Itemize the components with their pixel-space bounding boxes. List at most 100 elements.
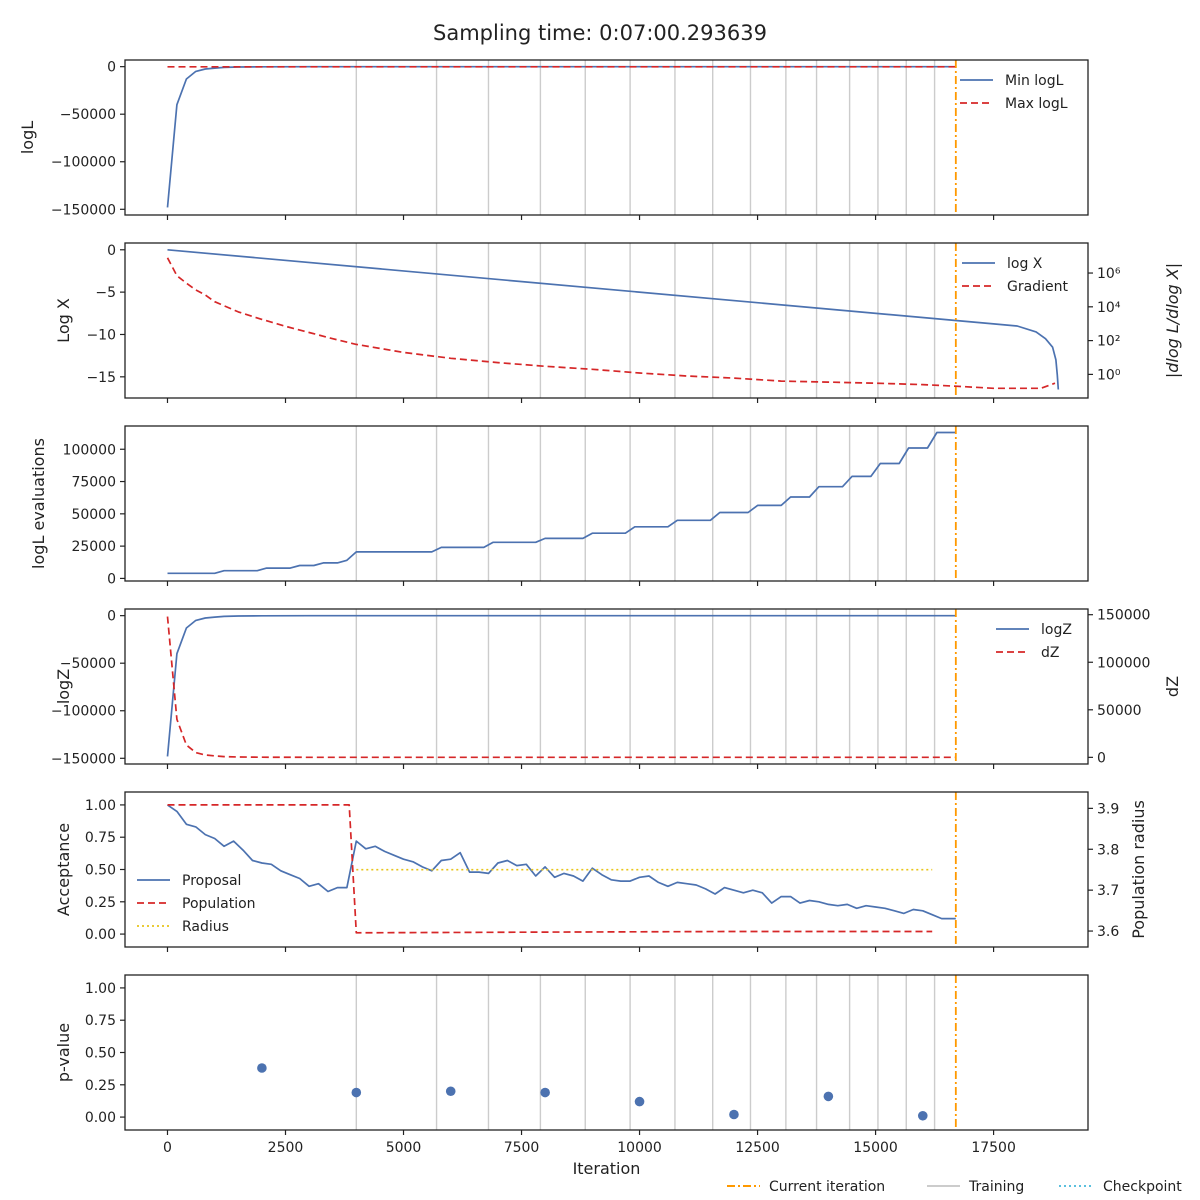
y2-tick-label: 3.6 <box>1097 924 1119 940</box>
y-tick-label: 0.75 <box>85 830 116 846</box>
data-point <box>445 1086 456 1097</box>
y-axis-label: Acceptance <box>54 823 73 916</box>
x-tick-label: 0 <box>163 1140 172 1156</box>
series-gradient-line <box>166 257 1056 390</box>
y2-tick-label: 150000 <box>1097 608 1150 624</box>
y-tick-label: 0.75 <box>85 1013 116 1029</box>
panel-2: 0 −5 −10 −15 10⁰ 10² 10⁴ 10⁶ Log X |dlog L/dlog X… <box>54 242 1182 403</box>
panel-legend: Min logL Max logL <box>960 73 1068 112</box>
legend-label: Population <box>182 896 256 912</box>
y2-axis-label: dZ <box>1163 676 1182 697</box>
y-tick-label: −100000 <box>51 704 116 720</box>
figure-title: Sampling time: 0:07:00.293639 <box>433 21 767 45</box>
axes-frame <box>124 425 1089 582</box>
panel-3: 0 25000 50000 75000 100000 logL evaluations <box>29 425 1089 587</box>
legend-label: Gradient <box>1007 279 1068 295</box>
axes-frame <box>124 59 1089 216</box>
legend-checkpoint-label: Checkpoint <box>1103 1179 1182 1195</box>
y-tick-label: 0 <box>107 243 116 259</box>
y-axis-label: p-value <box>54 1023 73 1082</box>
y2-tick-label: 10⁰ <box>1097 367 1121 383</box>
y2-tick-label: 100000 <box>1097 655 1150 671</box>
y2-axis-label: Population radius <box>1129 800 1148 939</box>
legend-label: logZ <box>1041 622 1072 638</box>
data-point <box>351 1087 362 1098</box>
legend-label: dZ <box>1041 645 1059 661</box>
series-log-x-line <box>167 248 1060 390</box>
panel-legend: Proposal Population Radius <box>137 873 256 935</box>
panel-1: 0 −50000 −100000 −150000 logL Min logL Max log… <box>18 59 1089 220</box>
y-tick-label: −15 <box>86 370 116 386</box>
y2-tick-label: 50000 <box>1097 703 1142 719</box>
y-tick-label: 0.25 <box>85 895 116 911</box>
y2-tick-label: 10⁶ <box>1097 266 1121 282</box>
data-point <box>257 1063 267 1073</box>
legend-label: Max logL <box>1005 96 1068 112</box>
legend-label: log X <box>1007 256 1043 272</box>
panel-legend: log X Gradient <box>962 256 1068 295</box>
y-tick-label: −100000 <box>51 155 116 171</box>
y-axis-label: logL <box>18 121 37 154</box>
x-tick-label: 15000 <box>853 1140 898 1156</box>
y-tick-label: 75000 <box>71 475 116 491</box>
y-axis-label: Log X <box>54 298 73 343</box>
y-tick-label: 100000 <box>63 442 116 458</box>
y-tick-label: 0.00 <box>85 927 116 943</box>
series-dz-line <box>166 616 956 759</box>
y-tick-label: 0 <box>107 571 116 587</box>
y-tick-label: −150000 <box>51 202 116 218</box>
y-tick-label: 0 <box>107 60 116 76</box>
y2-tick-label: 3.8 <box>1097 842 1119 858</box>
y2-tick-label: 10⁴ <box>1097 300 1121 316</box>
data-point <box>917 1110 928 1121</box>
y-tick-label: −50000 <box>60 107 116 123</box>
x-tick-label: 7500 <box>504 1140 540 1156</box>
legend-current-iteration-label: Current iteration <box>769 1179 885 1195</box>
y-tick-label: 25000 <box>71 539 116 555</box>
y-axis-label: logZ <box>54 669 73 704</box>
y-axis-label: logL evaluations <box>29 438 48 569</box>
y2-tick-label: 3.9 <box>1097 801 1119 817</box>
legend-label: Radius <box>182 919 229 935</box>
x-tick-label: 10000 <box>617 1140 662 1156</box>
y-tick-label: −150000 <box>51 751 116 767</box>
series-population-line <box>167 804 933 934</box>
series-logz-line <box>166 614 956 757</box>
y2-tick-label: 3.7 <box>1097 883 1119 899</box>
x-tick-label: 5000 <box>386 1140 422 1156</box>
data-point <box>540 1087 550 1098</box>
y-tick-label: 50000 <box>71 507 116 523</box>
y-tick-label: 0.00 <box>85 1110 116 1126</box>
y-tick-label: −5 <box>95 285 116 301</box>
figure-legend: Current iteration Training Checkpoint <box>727 1179 1182 1195</box>
panel-6: 0.00 0.25 0.50 0.75 1.00 0 2500 5000 7500 10000 12… <box>54 974 1089 1178</box>
y2-tick-label: 0 <box>1097 750 1106 766</box>
y-tick-label: 0.50 <box>85 863 116 879</box>
y-tick-label: 0 <box>107 609 116 625</box>
y-tick-label: −50000 <box>60 656 116 672</box>
axes-frame <box>124 242 1089 399</box>
y2-axis-label: |dlog L/dlog X| <box>1163 263 1182 378</box>
data-point <box>823 1091 834 1102</box>
x-axis-label: Iteration <box>573 1159 641 1178</box>
panel-legend: logZ dZ <box>996 622 1072 661</box>
legend-label: Proposal <box>182 873 241 889</box>
legend-training-label: Training <box>968 1179 1024 1195</box>
y-tick-label: 0.50 <box>85 1046 116 1062</box>
data-point <box>729 1109 739 1120</box>
y-tick-label: 1.00 <box>85 798 116 814</box>
series-series-line <box>167 431 956 575</box>
data-point <box>634 1096 645 1107</box>
x-tick-label: 2500 <box>268 1140 304 1156</box>
panel-5: 0.00 0.25 0.50 0.75 1.00 3.6 3.7 3.8 3.9 Acceptan… <box>54 791 1148 952</box>
y-tick-label: 1.00 <box>85 981 116 997</box>
series-proposal-line <box>167 804 956 920</box>
legend-label: Min logL <box>1005 73 1064 89</box>
y2-tick-label: 10² <box>1097 334 1120 350</box>
axes-frame <box>124 608 1089 765</box>
panel-4: 0 −50000 −100000 −150000 0 50000 100000 150000 l… <box>51 608 1182 769</box>
y-tick-label: −10 <box>86 327 116 343</box>
y-tick-label: 0.25 <box>85 1078 116 1094</box>
